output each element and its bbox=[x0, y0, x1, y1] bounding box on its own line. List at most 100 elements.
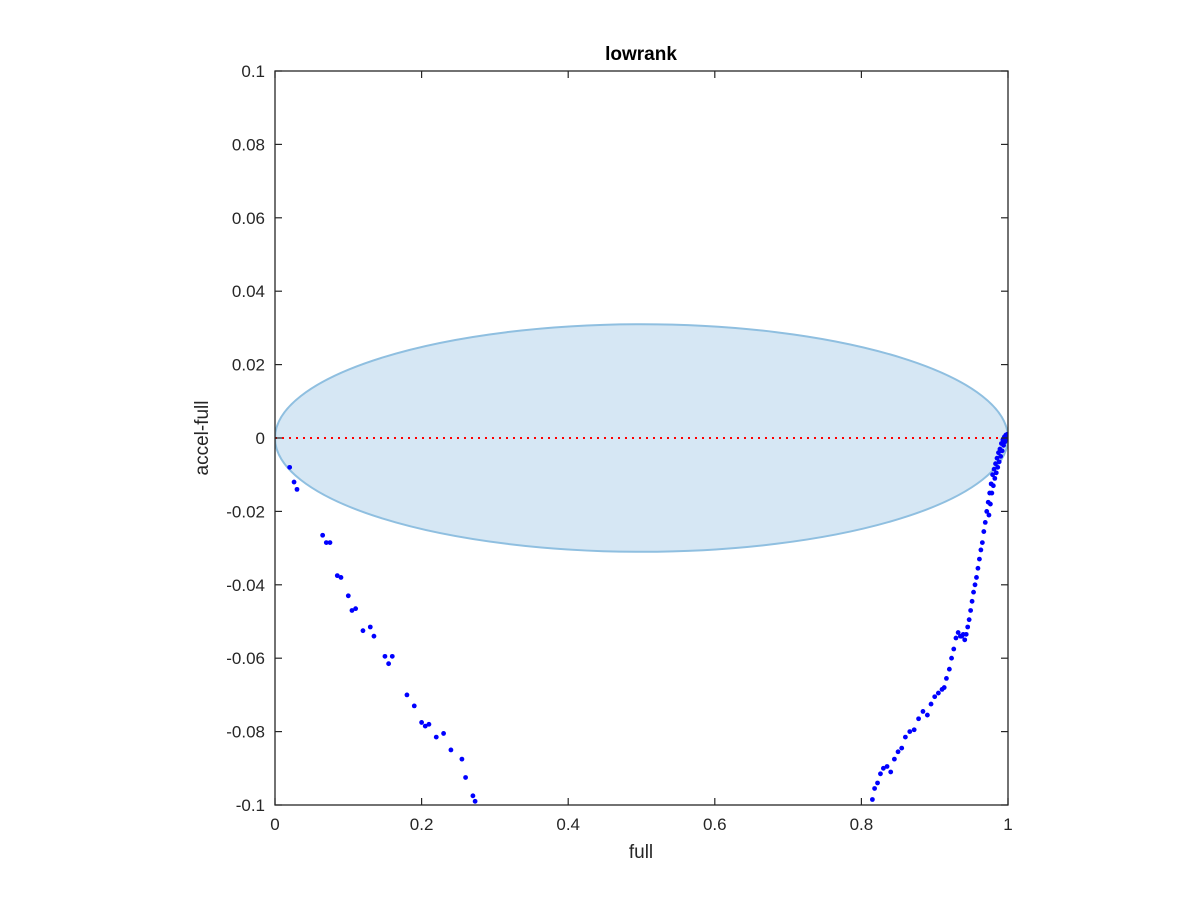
data-point bbox=[992, 475, 998, 481]
data-point bbox=[411, 703, 417, 709]
data-point bbox=[1002, 439, 1008, 445]
data-point bbox=[875, 780, 880, 786]
x-tick-label: 0.8 bbox=[850, 815, 874, 834]
data-point bbox=[1001, 442, 1007, 448]
data-point bbox=[345, 593, 351, 599]
x-tick-label: 0 bbox=[270, 815, 279, 834]
data-point bbox=[891, 756, 897, 762]
data-point bbox=[968, 608, 974, 613]
data-point bbox=[920, 709, 926, 714]
data-point bbox=[996, 459, 1002, 465]
y-tick-label: 0.06 bbox=[232, 209, 265, 228]
data-point bbox=[972, 582, 978, 588]
data-point bbox=[291, 479, 297, 485]
y-tick-label: -0.04 bbox=[226, 576, 265, 595]
data-point bbox=[993, 470, 999, 476]
data-point bbox=[981, 529, 987, 534]
data-point bbox=[977, 556, 982, 562]
data-point bbox=[946, 666, 952, 672]
data-point bbox=[998, 453, 1004, 459]
data-point bbox=[899, 745, 905, 751]
y-tick-label: 0.04 bbox=[232, 282, 265, 301]
data-point bbox=[978, 547, 984, 553]
data-point bbox=[935, 690, 941, 696]
y-tick-label: -0.06 bbox=[226, 649, 265, 668]
y-tick-label: -0.02 bbox=[226, 502, 265, 521]
data-point bbox=[991, 466, 997, 472]
data-point bbox=[916, 716, 921, 722]
data-point bbox=[382, 653, 388, 659]
data-point bbox=[963, 631, 969, 637]
data-point bbox=[902, 734, 908, 740]
plot-area bbox=[275, 323, 1008, 804]
data-point bbox=[982, 520, 988, 525]
data-point bbox=[907, 729, 913, 734]
data-point bbox=[984, 509, 990, 514]
data-point bbox=[965, 624, 971, 630]
data-point bbox=[999, 448, 1005, 454]
data-point bbox=[367, 624, 373, 630]
chart-title: lowrank bbox=[605, 44, 677, 65]
data-point bbox=[404, 692, 410, 698]
data-point bbox=[878, 771, 883, 777]
data-point bbox=[880, 765, 886, 771]
x-tick-label: 1 bbox=[1003, 815, 1012, 834]
data-point bbox=[360, 628, 366, 634]
data-point bbox=[334, 573, 340, 579]
y-axis-title: accel-full bbox=[192, 401, 213, 476]
data-point bbox=[924, 712, 930, 718]
y-tick-label: -0.08 bbox=[226, 723, 265, 742]
data-point bbox=[975, 565, 981, 571]
data-point bbox=[986, 512, 992, 518]
data-point bbox=[459, 756, 465, 762]
data-point bbox=[472, 798, 478, 804]
x-tick-label: 0.2 bbox=[410, 815, 434, 834]
confidence-ellipse bbox=[275, 323, 1008, 553]
data-point bbox=[941, 685, 947, 690]
data-point bbox=[389, 653, 395, 659]
data-point bbox=[338, 575, 344, 580]
data-point bbox=[996, 450, 1001, 456]
data-point bbox=[993, 461, 998, 467]
data-point bbox=[988, 501, 993, 507]
data-point bbox=[944, 675, 949, 681]
data-point bbox=[974, 575, 979, 580]
data-point bbox=[969, 598, 975, 604]
data-point bbox=[966, 617, 972, 623]
data-point bbox=[995, 464, 1001, 470]
data-point bbox=[869, 797, 875, 802]
data-point bbox=[386, 661, 392, 667]
data-point bbox=[953, 635, 959, 641]
data-point bbox=[323, 540, 329, 545]
data-point bbox=[932, 694, 938, 700]
data-point bbox=[353, 606, 359, 612]
data-point bbox=[979, 540, 985, 545]
data-point bbox=[990, 483, 996, 489]
data-point bbox=[971, 589, 976, 595]
x-tick-label: 0.6 bbox=[703, 815, 727, 834]
data-point bbox=[349, 608, 355, 613]
data-point bbox=[426, 721, 432, 727]
data-point bbox=[422, 723, 428, 729]
y-tick-label: 0.1 bbox=[241, 62, 265, 81]
data-point bbox=[287, 464, 293, 470]
data-point bbox=[294, 486, 300, 492]
data-point bbox=[962, 637, 968, 643]
x-tick-label: 0.4 bbox=[556, 815, 580, 834]
data-point bbox=[433, 734, 439, 740]
data-point bbox=[989, 490, 995, 496]
data-point bbox=[990, 472, 996, 478]
data-point bbox=[872, 786, 877, 791]
data-point bbox=[949, 655, 954, 661]
data-point bbox=[928, 701, 934, 707]
data-point bbox=[994, 455, 1000, 461]
y-tick-label: -0.1 bbox=[236, 796, 265, 815]
x-axis-title: full bbox=[629, 842, 653, 863]
data-point bbox=[448, 747, 454, 753]
data-point bbox=[371, 633, 377, 639]
data-point bbox=[884, 764, 890, 769]
data-point bbox=[320, 532, 326, 538]
data-point bbox=[911, 727, 917, 733]
data-point bbox=[955, 630, 961, 635]
